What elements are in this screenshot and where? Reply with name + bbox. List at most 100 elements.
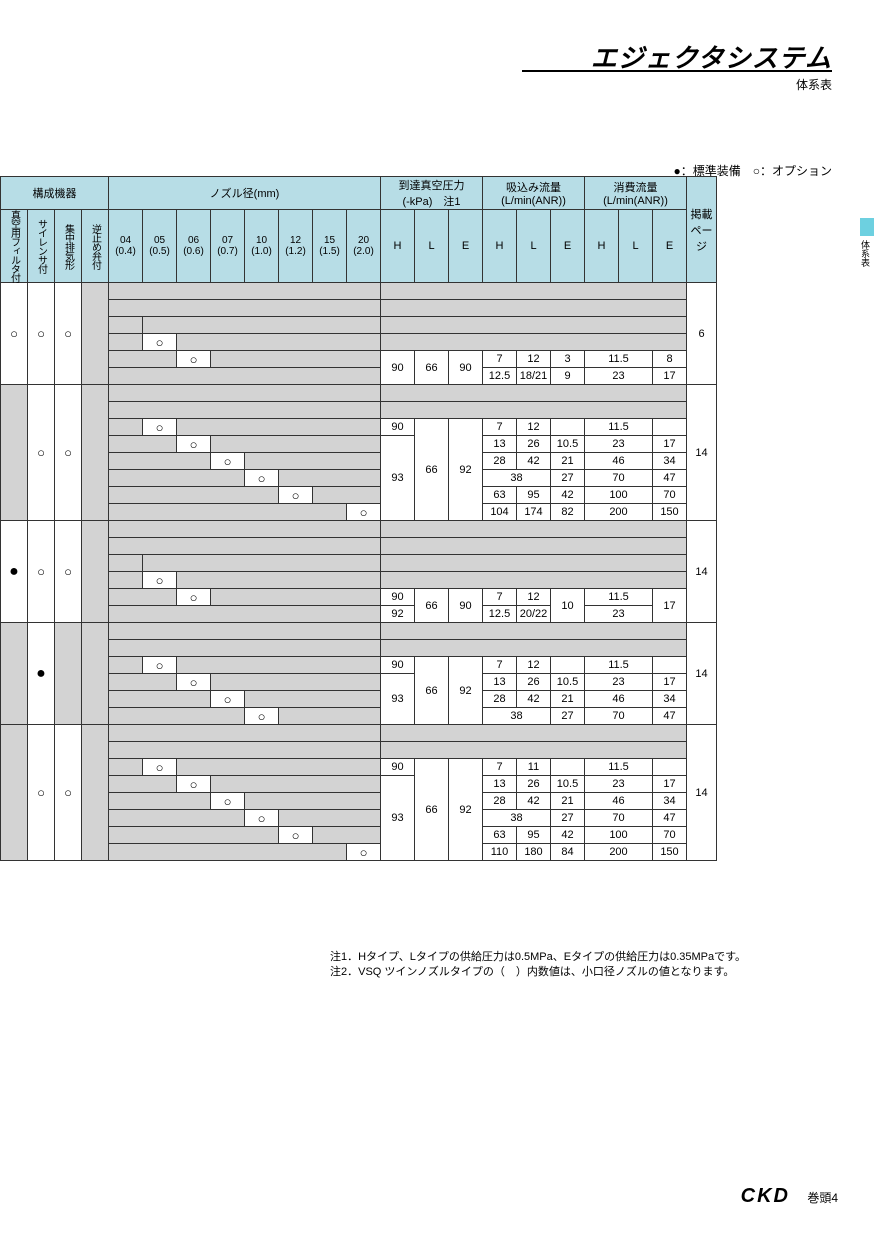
g4-r1-pad <box>381 742 687 759</box>
g3-sE2: 21 <box>551 691 585 708</box>
g1-sH2: 28 <box>483 453 517 470</box>
g4-cE4: 70 <box>653 827 687 844</box>
g4-cE0 <box>653 759 687 776</box>
g3-cE1: 17 <box>653 674 687 691</box>
g1-r2-n0 <box>109 419 143 436</box>
hdr-hle-2-0: H <box>585 210 619 283</box>
g4-sH4: 63 <box>483 827 517 844</box>
g0-r3-pad <box>381 334 687 351</box>
page-subtitle: 体系表 <box>796 76 832 93</box>
g4-sE2: 21 <box>551 793 585 810</box>
hdr-consume: 消費流量(L/min(ANR)) <box>585 177 687 210</box>
g0-r4-n3 <box>211 351 381 368</box>
g1-sE2: 21 <box>551 453 585 470</box>
note-0: 注1．Hタイプ、Lタイプの供給圧力は0.5MPa、Eタイプの供給圧力は0.35M… <box>330 950 746 965</box>
g2-vH1: 92 <box>381 606 415 623</box>
g4-comp-2: ○ <box>55 725 82 861</box>
g3-cHL0: 11.5 <box>585 657 653 674</box>
g4-sL2: 42 <box>517 793 551 810</box>
g4-r3-n2: ○ <box>177 776 211 793</box>
g1-r5-n0 <box>109 470 245 487</box>
g0-cE0: 8 <box>653 351 687 368</box>
g1-sE4: 42 <box>551 487 585 504</box>
g0-sL1: 18/21 <box>517 368 551 385</box>
g0-r5-n0 <box>109 368 381 385</box>
hdr-hle-0-0: H <box>381 210 415 283</box>
hdr-noz-7: 20(2.0) <box>347 210 381 283</box>
hdr-hle-0-2: E <box>449 210 483 283</box>
g3-sH1: 13 <box>483 674 517 691</box>
g2-r2-pad <box>381 555 687 572</box>
g3-cH1: 23 <box>585 674 653 691</box>
g3-vE: 92 <box>449 657 483 725</box>
g0-r3-n1: ○ <box>143 334 177 351</box>
g2-cHL0: 11.5 <box>585 589 653 606</box>
hdr-hle-1-2: E <box>551 210 585 283</box>
g4-cE2: 34 <box>653 793 687 810</box>
g3-r4-n3: ○ <box>211 691 245 708</box>
g3-vH1: 93 <box>381 674 415 725</box>
g3-r4-n0 <box>109 691 211 708</box>
g1-sH1: 13 <box>483 436 517 453</box>
hdr-component: 構成機器 <box>1 177 109 210</box>
g1-r1-n0 <box>109 402 381 419</box>
g3-sL2: 42 <box>517 691 551 708</box>
g0-vE: 90 <box>449 351 483 385</box>
g0-sE1: 9 <box>551 368 585 385</box>
g2-r3-n1: ○ <box>143 572 177 589</box>
g1-r5-n4: ○ <box>245 470 279 487</box>
g3-comp-3 <box>82 623 109 725</box>
hdr-noz-3: 07(0.7) <box>211 210 245 283</box>
g0-comp-3 <box>82 283 109 385</box>
g3-r3-n3 <box>211 674 381 691</box>
g4-sE4: 42 <box>551 827 585 844</box>
g4-r2-n1: ○ <box>143 759 177 776</box>
g4-sE1: 10.5 <box>551 776 585 793</box>
g3-sE1: 10.5 <box>551 674 585 691</box>
g2-sE: 10 <box>551 589 585 623</box>
g2-r1-n0 <box>109 538 381 555</box>
g1-sL0: 12 <box>517 419 551 436</box>
g3-cHL3: 70 <box>585 708 653 725</box>
hdr-noz-2: 06(0.6) <box>177 210 211 283</box>
g2-sL1: 20/22 <box>517 606 551 623</box>
g3-r3-n0 <box>109 674 177 691</box>
g2-vE: 90 <box>449 589 483 623</box>
g4-r7-n0 <box>109 844 347 861</box>
g1-vH0: 90 <box>381 419 415 436</box>
g0-r4-n0 <box>109 351 177 368</box>
g1-r6-n0 <box>109 487 279 504</box>
g1-r0-pad <box>381 385 687 402</box>
g0-r3-n2 <box>177 334 381 351</box>
g0-sE0: 3 <box>551 351 585 368</box>
g2-cHL1: 23 <box>585 606 653 623</box>
g1-r3-n0 <box>109 436 177 453</box>
g0-cE1: 17 <box>653 368 687 385</box>
g1-r3-n3 <box>211 436 381 453</box>
g4-vH0: 90 <box>381 759 415 776</box>
g0-page: 6 <box>687 283 717 385</box>
g3-r5-n4: ○ <box>245 708 279 725</box>
g1-cE2: 34 <box>653 453 687 470</box>
g1-sE0 <box>551 419 585 436</box>
g4-sL5: 180 <box>517 844 551 861</box>
hdr-comp-1: サイレンサ付 <box>28 210 55 283</box>
g3-r2-n0 <box>109 657 143 674</box>
g0-cH1: 23 <box>585 368 653 385</box>
g4-r5-n0 <box>109 810 245 827</box>
g0-r0-pad <box>381 283 687 300</box>
g4-vH1: 93 <box>381 776 415 861</box>
g1-r7-n0 <box>109 504 347 521</box>
g1-comp-0 <box>1 385 28 521</box>
g3-r1-pad <box>381 640 687 657</box>
g0-vH: 90 <box>381 351 415 385</box>
g0-r2-n0 <box>109 317 143 334</box>
g3-sE3: 27 <box>551 708 585 725</box>
g4-cE3: 47 <box>653 810 687 827</box>
g4-cH4: 100 <box>585 827 653 844</box>
g1-r4-n4 <box>245 453 381 470</box>
title-underline <box>522 70 832 72</box>
hdr-comp-0: 真空用フィルタ付 <box>1 210 28 283</box>
g3-r5-n5 <box>279 708 381 725</box>
g4-r3-n3 <box>211 776 381 793</box>
